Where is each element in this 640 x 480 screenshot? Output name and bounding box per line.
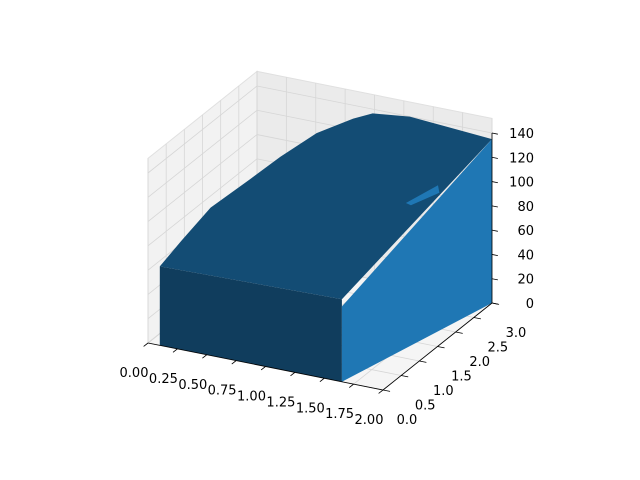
z-tick-mark — [491, 132, 498, 135]
z-tick-mark — [491, 229, 498, 232]
z-tick-label: 20 — [517, 273, 534, 288]
z-tick-mark — [491, 302, 498, 305]
bar-front-face — [159, 266, 342, 382]
z-tick-label: 100 — [509, 176, 534, 191]
bar-block — [159, 113, 493, 382]
y-tick-label: 0.5 — [415, 399, 436, 414]
y-tick-mark — [419, 360, 427, 363]
y-tick-mark — [437, 346, 445, 349]
y-axis-tick-labels: 0.00.51.01.52.02.53.0 — [397, 326, 527, 428]
z-tick-label: 140 — [509, 127, 534, 142]
x-tick-mark — [349, 383, 354, 388]
x-tick-mark — [290, 372, 296, 377]
x-tick-label: 1.75 — [325, 407, 354, 422]
y-tick-label: 2.5 — [487, 341, 508, 356]
z-tick-label: 40 — [517, 248, 534, 263]
x-tick-label: 2.00 — [355, 413, 384, 428]
y-tick-label: 2.0 — [469, 355, 490, 370]
y-tick-label: 0.0 — [397, 413, 418, 428]
x-axis-tick-labels: 0.00 0.25 0.50 0.75 1.00 1.25 1.50 1.75 2.00 — [120, 366, 384, 428]
z-tick-mark — [491, 205, 498, 208]
x-tick-label: 1.25 — [266, 395, 295, 410]
bar-top-surface — [159, 113, 493, 300]
y-tick-label: 1.0 — [433, 384, 454, 399]
axes — [143, 132, 500, 394]
z-tick-label: 60 — [517, 224, 534, 239]
x-tick-label: 0.75 — [208, 384, 237, 399]
y-tick-label: 1.5 — [451, 370, 472, 385]
x-tick-mark — [378, 389, 384, 394]
x-tick-label: 1.50 — [296, 401, 325, 416]
x-tick-mark — [260, 366, 266, 371]
y-tick-mark — [473, 317, 481, 320]
z-tick-mark — [491, 181, 498, 184]
x-tick-mark — [172, 348, 178, 353]
z-tick-label: 80 — [517, 200, 534, 215]
x-tick-label: 0.00 — [120, 366, 149, 381]
x-tick-mark — [202, 354, 207, 359]
z-tick-mark — [491, 278, 498, 281]
y-tick-mark — [401, 375, 409, 378]
x-tick-label: 0.50 — [178, 378, 207, 393]
y-tick-mark — [382, 389, 391, 392]
z-tick-mark — [491, 254, 498, 256]
x-tick-mark — [319, 377, 325, 383]
z-tick-label: 120 — [509, 151, 534, 166]
z-tick-mark — [491, 156, 498, 159]
bar-side-face — [341, 139, 492, 382]
x-tick-mark — [231, 360, 237, 365]
x-tick-label: 0.25 — [149, 372, 178, 387]
x-tick-label: 1.00 — [237, 390, 266, 405]
y-tick-label: 3.0 — [506, 326, 527, 341]
x-tick-mark — [143, 342, 149, 347]
z-tick-label: 0 — [526, 297, 534, 312]
y-tick-mark — [455, 331, 463, 334]
z-axis-tick-labels: 0 20 40 60 80 100 120 140 — [509, 127, 534, 312]
bar-top-notch — [405, 185, 440, 206]
